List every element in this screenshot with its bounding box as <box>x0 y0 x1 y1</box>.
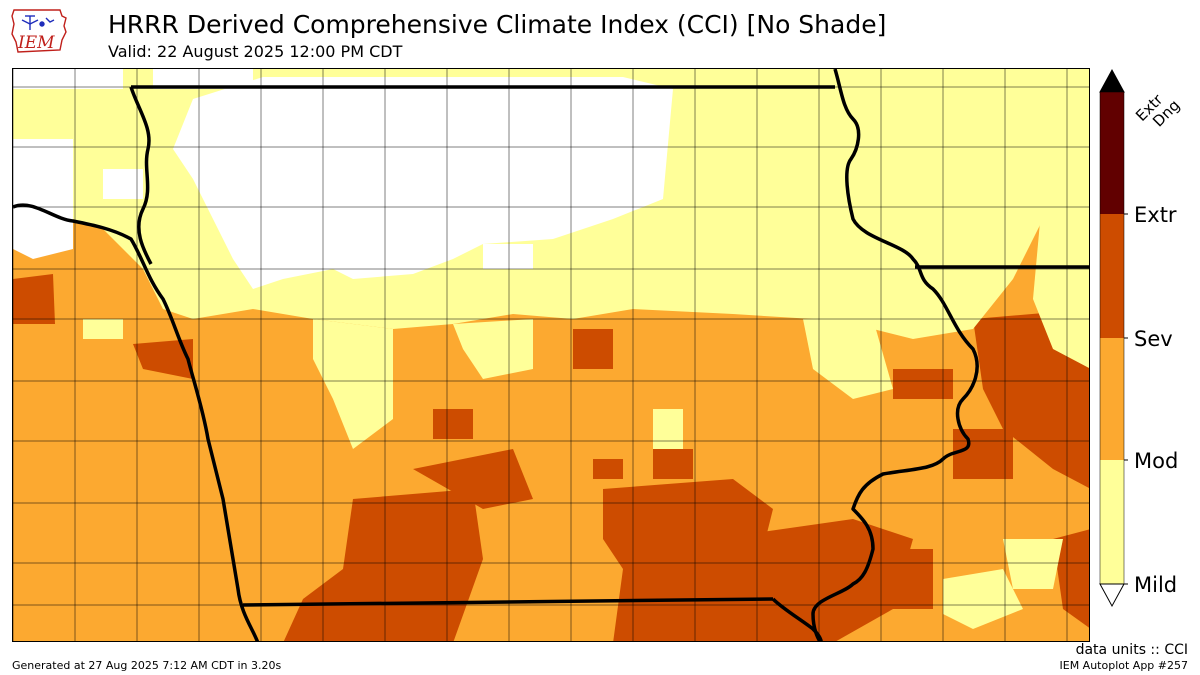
no-data-areas <box>13 69 673 289</box>
colorbar-bottom-arrow <box>1099 583 1125 608</box>
colorbar-band-mod <box>1100 460 1124 584</box>
legend-label-sev: Sev <box>1134 327 1173 351</box>
legend-label-extr: Extr <box>1134 203 1177 227</box>
legend-colorbar: Extr Sev Mod Mild Extr Dng <box>1094 66 1200 614</box>
state-boundaries <box>13 69 1089 641</box>
colorbar-band-extr <box>1100 214 1124 338</box>
cci-map-svg <box>13 69 1089 641</box>
colorbar-band-extr-dng <box>1100 92 1124 214</box>
colorbar-band-sev <box>1100 338 1124 460</box>
logo-text: IEM <box>17 33 55 53</box>
legend-label-mild: Mild <box>1134 573 1177 597</box>
data-units-label: data units :: CCI <box>1075 642 1188 658</box>
legend-label-mod: Mod <box>1134 449 1178 473</box>
county-boundaries <box>13 69 1089 641</box>
autoplot-app-label: IEM Autoplot App #257 <box>1059 659 1189 672</box>
generated-timestamp: Generated at 27 Aug 2025 7:12 AM CDT in … <box>12 659 282 672</box>
cci-map[interactable] <box>12 68 1090 642</box>
valid-time: Valid: 22 August 2025 12:00 PM CDT <box>108 42 403 61</box>
page-title: HRRR Derived Comprehensive Climate Index… <box>108 10 887 39</box>
colorbar-svg: Extr Sev Mod Mild Extr Dng <box>1099 68 1183 608</box>
iem-logo[interactable]: IEM <box>8 6 72 58</box>
iowa-state-outline-icon: IEM <box>11 9 67 53</box>
colorbar-top-arrow <box>1099 68 1125 93</box>
